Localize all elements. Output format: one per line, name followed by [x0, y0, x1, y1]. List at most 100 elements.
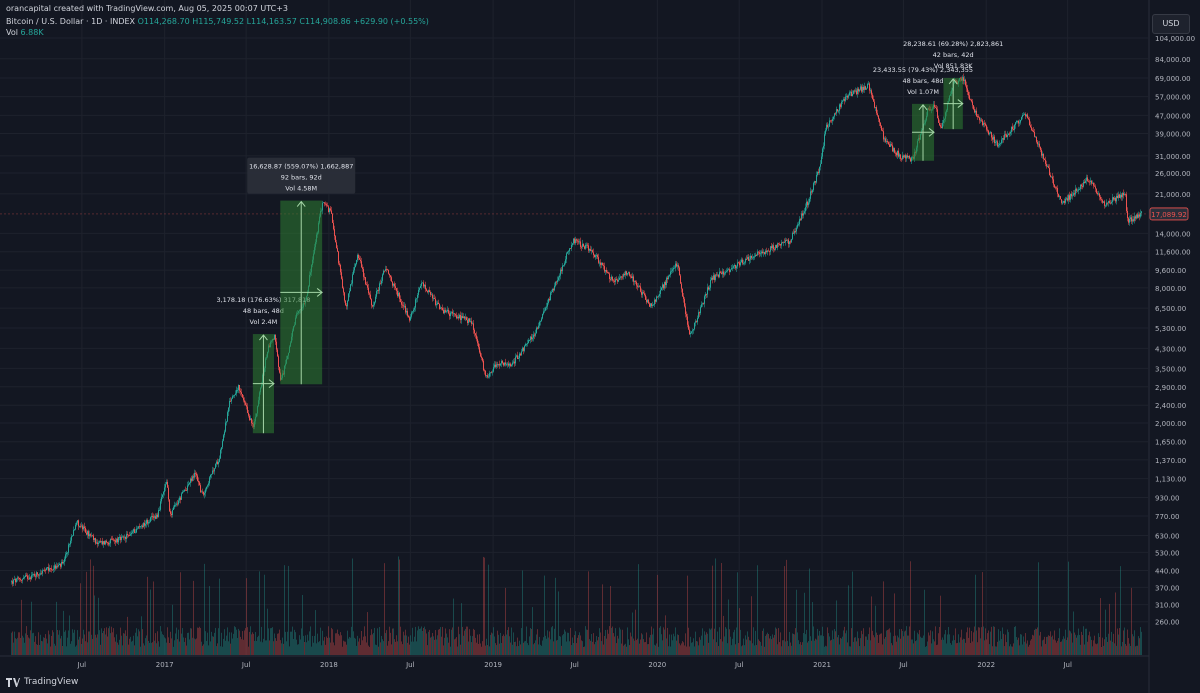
- candle-body: [543, 311, 544, 314]
- y-tick-label: 2,400.00: [1155, 402, 1186, 410]
- volume-bar: [125, 630, 126, 655]
- volume-bar: [867, 639, 868, 655]
- candle-body: [555, 281, 556, 286]
- volume-bar: [228, 641, 229, 655]
- volume-bar: [758, 639, 759, 655]
- volume-bar: [471, 642, 472, 655]
- candle-body: [578, 241, 579, 243]
- volume-bar: [1037, 627, 1038, 655]
- y-tick-label: 1,130.00: [1155, 476, 1186, 484]
- volume-bar: [292, 626, 293, 655]
- candle-body: [658, 295, 659, 297]
- volume-bar: [903, 636, 904, 655]
- volume-bar: [763, 628, 764, 655]
- candle-body: [758, 251, 759, 253]
- volume-bar: [598, 637, 599, 655]
- volume-bar: [1002, 627, 1003, 655]
- y-tick-label: 930.00: [1155, 495, 1180, 503]
- volume-bar: [530, 627, 531, 655]
- currency-button[interactable]: USD: [1152, 14, 1190, 34]
- candle-body: [431, 294, 432, 296]
- candle-body: [737, 262, 738, 267]
- volume-bar: [177, 639, 178, 655]
- volume-bar: [277, 633, 278, 655]
- volume-bar: [1071, 633, 1072, 655]
- volume-bar: [1138, 636, 1139, 655]
- candle-body: [968, 92, 969, 96]
- volume-bar: [351, 626, 352, 655]
- candle-body: [1039, 143, 1040, 147]
- candle-body: [152, 516, 153, 517]
- candle-body: [339, 263, 340, 265]
- volume-bar: [487, 645, 488, 655]
- volume-bar: [600, 632, 601, 655]
- volume-bar: [409, 644, 410, 655]
- volume-bar: [406, 635, 407, 655]
- candle-body: [852, 93, 853, 97]
- candle-body: [621, 276, 622, 278]
- volume-bar: [564, 629, 565, 655]
- candle-body: [556, 281, 557, 283]
- candle-body: [182, 491, 183, 494]
- symbol-name[interactable]: Bitcoin / U.S. Dollar · 1D · INDEX: [6, 17, 136, 26]
- volume-bar: [300, 639, 301, 655]
- volume-bar: [353, 631, 354, 655]
- volume-bar: [1122, 641, 1123, 655]
- candle-body: [243, 397, 244, 401]
- candle-body: [228, 407, 229, 413]
- candle-body: [125, 536, 126, 539]
- candle-body: [234, 394, 235, 396]
- candle-body: [41, 573, 42, 575]
- candle-body: [520, 353, 521, 356]
- candle-body: [865, 86, 866, 90]
- volume-bar: [647, 644, 648, 655]
- candle-body: [330, 208, 331, 211]
- volume-bar: [893, 636, 894, 655]
- candle-body: [548, 298, 549, 304]
- candle-body: [157, 514, 158, 517]
- volume-bar: [439, 628, 440, 655]
- candle-body: [940, 125, 941, 127]
- volume-bar: [669, 634, 670, 655]
- candle-body: [772, 245, 773, 249]
- candle-body: [89, 534, 90, 537]
- volume-bar: [824, 646, 825, 655]
- volume-bar: [144, 645, 145, 655]
- volume-bar: [959, 642, 960, 655]
- candle-body: [480, 352, 481, 357]
- volume-bar: [246, 578, 247, 655]
- candle-body: [902, 155, 903, 160]
- volume-bar: [940, 595, 941, 655]
- volume-bar: [559, 635, 560, 655]
- candle-body: [323, 202, 324, 204]
- volume-bar: [45, 634, 46, 655]
- candle-body: [390, 275, 391, 278]
- volume-bar: [581, 640, 582, 655]
- volume-bar: [346, 644, 347, 655]
- candle-body: [436, 304, 437, 306]
- candle-body: [513, 361, 514, 363]
- volume-bar: [112, 632, 113, 655]
- volume-bar: [574, 635, 575, 655]
- volume-bar: [916, 640, 917, 655]
- volume-bar: [76, 645, 77, 655]
- volume-bar: [309, 631, 310, 655]
- candle-body: [1030, 125, 1031, 128]
- volume-bar: [284, 565, 285, 655]
- volume-bar: [187, 632, 188, 655]
- volume-bar: [174, 640, 175, 655]
- volume-bar: [1135, 646, 1136, 655]
- y-tick-label: 530.00: [1155, 549, 1180, 557]
- candle-body: [174, 505, 175, 508]
- volume-bar: [92, 638, 93, 655]
- arrow-right-icon: [316, 288, 323, 297]
- volume-bar: [195, 639, 196, 655]
- volume-bar: [843, 630, 844, 655]
- candle-body: [446, 311, 447, 312]
- volume-bar: [404, 635, 405, 655]
- candle-body: [76, 522, 77, 525]
- candle-body: [648, 299, 649, 304]
- volume-bar: [269, 640, 270, 655]
- tradingview-brand[interactable]: TradingView: [6, 677, 78, 687]
